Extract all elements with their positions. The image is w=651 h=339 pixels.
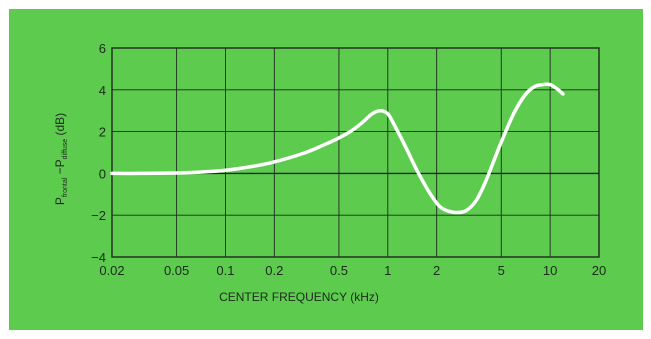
x-tick-label: 0.02 <box>99 263 124 278</box>
x-tick-label: 0.5 <box>330 263 348 278</box>
figure-panel: 0.02 0.05 0.1 0.2 0.5 1 2 5 10 20 −4 −2 0 2 4 6 CENTER… <box>9 9 643 330</box>
y-tick-label: −2 <box>91 208 106 223</box>
x-tick-label: 0.2 <box>265 263 283 278</box>
x-tick-label: 20 <box>592 263 606 278</box>
grid <box>111 47 600 258</box>
y-label-minus-p: −P <box>53 159 67 177</box>
y-tick-label: 2 <box>99 125 106 140</box>
x-tick-label: 2 <box>433 263 440 278</box>
y-tick-label: 0 <box>99 166 106 181</box>
y-tick-label: −4 <box>91 250 106 265</box>
y-tick-label: 4 <box>99 83 106 98</box>
x-axis-label: CENTER FREQUENCY (kHz) <box>219 290 379 304</box>
series-line <box>110 82 565 215</box>
y-label-sub-diffuse: diffuse <box>62 139 69 160</box>
y-label-p: P <box>53 197 67 205</box>
y-tick-labels: −4 −2 0 2 4 6 <box>91 41 106 265</box>
y-axis-label: Pfrontal −Pdiffuse (dB) <box>53 113 69 205</box>
x-tick-labels: 0.02 0.05 0.1 0.2 0.5 1 2 5 10 20 <box>99 263 606 278</box>
x-tick-label: 0.1 <box>216 263 234 278</box>
y-label-unit: (dB) <box>53 113 67 139</box>
y-label-sub-frontal: frontal <box>62 177 69 197</box>
x-tick-label: 5 <box>498 263 505 278</box>
y-tick-label: 6 <box>99 41 106 56</box>
x-tick-label: 0.05 <box>164 263 189 278</box>
x-tick-label: 10 <box>543 263 557 278</box>
line-chart: 0.02 0.05 0.1 0.2 0.5 1 2 5 10 20 −4 −2 0 2 4 6 CENTER… <box>53 41 606 304</box>
plot-frame <box>111 47 600 258</box>
x-tick-label: 1 <box>384 263 391 278</box>
